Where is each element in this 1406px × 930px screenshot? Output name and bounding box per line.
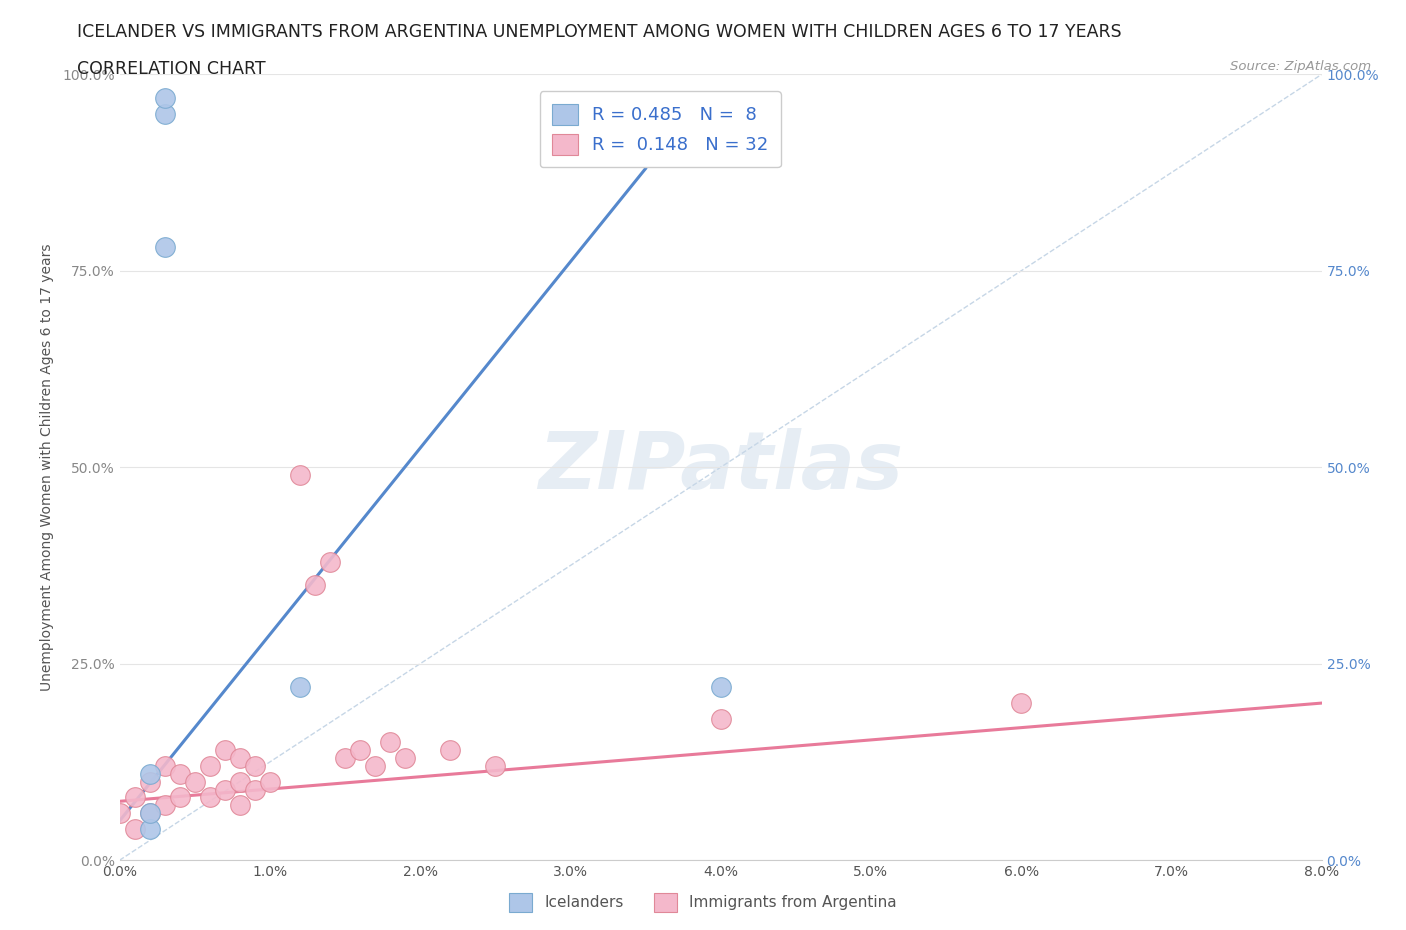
Text: Source: ZipAtlas.com: Source: ZipAtlas.com (1230, 60, 1371, 73)
Point (349, 743, 371, 758)
Point (304, 578, 326, 592)
Point (394, 751, 416, 765)
Point (319, 554, 342, 569)
Point (243, 759, 266, 774)
Point (333, 751, 356, 765)
Point (439, 743, 461, 758)
Point (288, 468, 311, 483)
Point (108, 805, 131, 820)
Point (153, 240, 176, 255)
Point (364, 759, 387, 774)
Point (709, 711, 731, 726)
Legend: R = 0.485   N =  8, R =  0.148   N = 32: R = 0.485 N = 8, R = 0.148 N = 32 (540, 91, 782, 167)
Point (138, 766, 160, 781)
Point (1010, 696, 1032, 711)
Point (153, 106, 176, 121)
Point (153, 798, 176, 813)
Point (214, 782, 236, 797)
Point (259, 774, 281, 789)
Point (153, 90, 176, 105)
Point (378, 735, 401, 750)
Point (228, 798, 252, 813)
Point (138, 805, 160, 820)
Point (138, 774, 160, 789)
Point (183, 774, 205, 789)
Point (153, 759, 176, 774)
Point (138, 805, 160, 820)
Point (228, 751, 252, 765)
Point (198, 759, 221, 774)
Point (124, 790, 146, 804)
Point (214, 743, 236, 758)
Y-axis label: Unemployment Among Women with Children Ages 6 to 17 years: Unemployment Among Women with Children A… (39, 244, 53, 691)
Point (709, 680, 731, 695)
Point (243, 782, 266, 797)
Text: CORRELATION CHART: CORRELATION CHART (77, 60, 266, 78)
Point (288, 680, 311, 695)
Text: ICELANDER VS IMMIGRANTS FROM ARGENTINA UNEMPLOYMENT AMONG WOMEN WITH CHILDREN AG: ICELANDER VS IMMIGRANTS FROM ARGENTINA U… (77, 23, 1122, 41)
Point (124, 821, 146, 836)
Point (228, 774, 252, 789)
Point (198, 790, 221, 804)
Point (169, 766, 191, 781)
Text: ZIPatlas: ZIPatlas (538, 429, 903, 506)
Point (484, 759, 506, 774)
Point (138, 821, 160, 836)
Point (169, 790, 191, 804)
Legend: Icelanders, Immigrants from Argentina: Icelanders, Immigrants from Argentina (503, 887, 903, 918)
